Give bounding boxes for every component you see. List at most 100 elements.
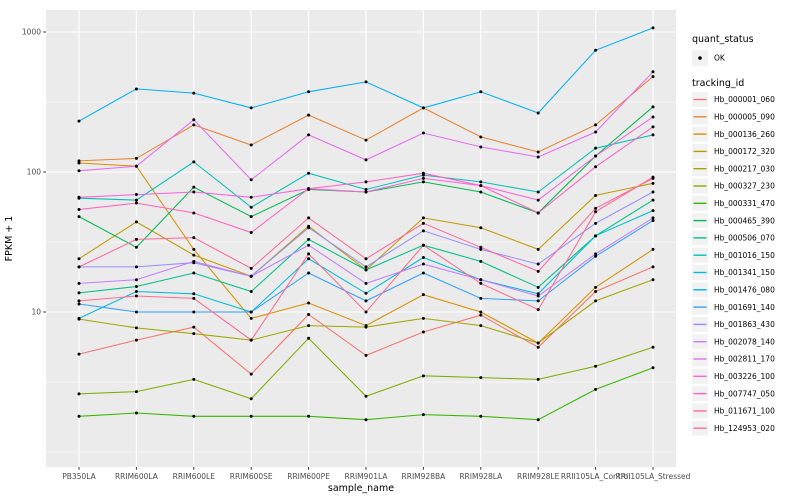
data-point xyxy=(536,262,540,266)
data-point xyxy=(77,352,81,356)
data-point xyxy=(134,201,138,205)
data-point xyxy=(249,143,253,147)
data-point xyxy=(134,87,138,91)
legend-entry-label: Hb_007747_050 xyxy=(714,389,775,398)
data-point xyxy=(307,187,311,191)
data-point xyxy=(651,115,655,119)
data-point xyxy=(536,294,540,298)
data-point xyxy=(651,26,655,30)
data-point xyxy=(249,106,253,110)
legend-quant-item-label: OK xyxy=(714,54,726,63)
data-point xyxy=(479,259,483,263)
data-point xyxy=(364,190,368,194)
data-point xyxy=(192,377,196,381)
data-point xyxy=(594,285,598,289)
data-point xyxy=(536,211,540,215)
data-point xyxy=(192,325,196,329)
data-point xyxy=(134,265,138,269)
data-point xyxy=(479,135,483,139)
data-point xyxy=(364,257,368,261)
data-point xyxy=(421,330,425,334)
data-point xyxy=(192,236,196,240)
data-point xyxy=(364,265,368,269)
data-point xyxy=(364,310,368,314)
data-point xyxy=(536,377,540,381)
data-point xyxy=(249,372,253,376)
data-point xyxy=(479,313,483,317)
data-point xyxy=(364,187,368,191)
data-point xyxy=(307,301,311,305)
data-point xyxy=(77,265,81,269)
data-point xyxy=(651,190,655,194)
data-point xyxy=(364,158,368,162)
x-tick-label: PB350LA xyxy=(62,472,96,481)
data-point xyxy=(77,119,81,123)
legend-entry-label: Hb_000136_260 xyxy=(714,130,775,139)
data-point xyxy=(594,210,598,214)
data-point xyxy=(594,254,598,258)
data-point xyxy=(536,345,540,349)
x-tick-label: RRII105LA_Control xyxy=(561,472,631,481)
data-point xyxy=(479,296,483,300)
legend-entry-label: Hb_000465_390 xyxy=(714,216,775,225)
data-point xyxy=(479,376,483,380)
data-point xyxy=(364,394,368,398)
data-point xyxy=(307,216,311,220)
data-point xyxy=(134,390,138,394)
x-tick-label: RRIM901LA xyxy=(345,472,389,481)
data-point xyxy=(536,198,540,202)
data-point xyxy=(651,105,655,109)
legend-entry-label: Hb_000327_230 xyxy=(714,182,775,191)
data-point xyxy=(421,131,425,135)
data-point xyxy=(77,195,81,199)
data-point xyxy=(77,281,81,285)
point-icon xyxy=(698,56,702,60)
data-point xyxy=(594,48,598,52)
data-point xyxy=(536,285,540,289)
legend-entry-label: Hb_001016_150 xyxy=(714,251,775,260)
data-point xyxy=(536,150,540,154)
data-point xyxy=(421,271,425,275)
data-point xyxy=(421,413,425,417)
data-point xyxy=(307,312,311,316)
data-point xyxy=(651,133,655,137)
data-point xyxy=(249,316,253,320)
data-point xyxy=(479,414,483,418)
data-point xyxy=(536,418,540,422)
data-point xyxy=(307,414,311,418)
data-point xyxy=(364,80,368,84)
data-point xyxy=(307,252,311,256)
data-point xyxy=(307,324,311,328)
data-point xyxy=(536,111,540,115)
data-point xyxy=(249,266,253,270)
legend-entry-label: Hb_000005_090 xyxy=(714,113,775,122)
legend-entry-label: Hb_000331_470 xyxy=(714,199,775,208)
data-point xyxy=(77,316,81,320)
data-point xyxy=(651,175,655,179)
y-axis-title: FPKM + 1 xyxy=(4,216,15,262)
y-tick-label: 100 xyxy=(27,168,42,177)
data-point xyxy=(77,169,81,173)
data-point xyxy=(536,190,540,194)
data-point xyxy=(421,243,425,247)
data-point xyxy=(421,180,425,184)
data-point xyxy=(249,274,253,278)
data-point xyxy=(134,310,138,314)
x-tick-label: RRII105LA_Stressed xyxy=(616,472,691,481)
legend-entry-label: Hb_001691_140 xyxy=(714,303,775,312)
data-point xyxy=(536,247,540,251)
data-point xyxy=(421,216,425,220)
data-point xyxy=(364,281,368,285)
data-point xyxy=(594,206,598,210)
data-point xyxy=(307,336,311,340)
data-point xyxy=(364,138,368,142)
data-point xyxy=(421,221,425,225)
data-point xyxy=(77,257,81,261)
data-point xyxy=(594,165,598,169)
data-point xyxy=(249,195,253,199)
data-point xyxy=(594,290,598,294)
data-point xyxy=(421,262,425,266)
data-point xyxy=(192,160,196,164)
